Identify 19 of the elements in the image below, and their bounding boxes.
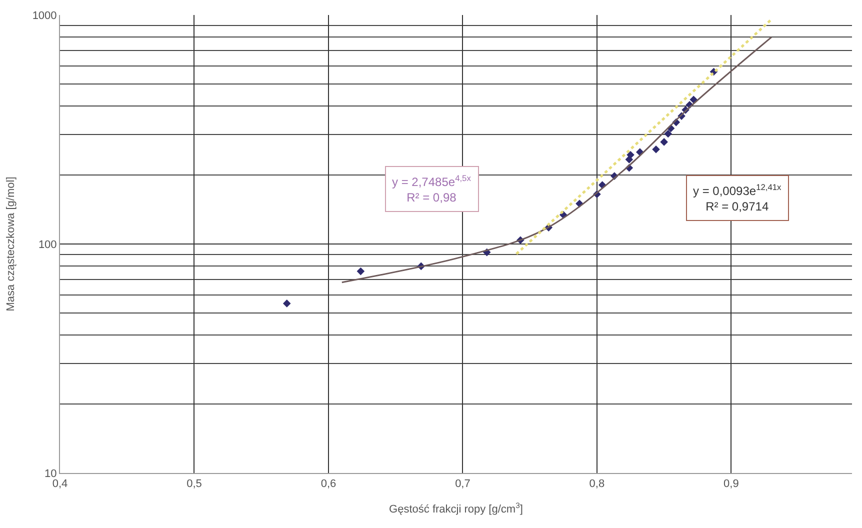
x-tick-label: 0,5 <box>186 478 202 490</box>
y-tick-label: 100 <box>38 238 57 251</box>
y-tick-label: 1000 <box>32 10 57 22</box>
annotation: y = 2,7485e$^{4,5x}$ R² = 0,98 <box>392 173 472 205</box>
point <box>356 267 365 276</box>
y-axis-title: Masa cząsteczkowa [g/mol] <box>4 176 17 312</box>
point <box>652 145 660 154</box>
x-tick-label: 0,7 <box>455 478 470 490</box>
annotation: y = 0,0093e$^{12,41x}$ R² = 0,9714 <box>693 182 782 214</box>
point <box>282 300 291 308</box>
point <box>626 150 634 159</box>
point <box>664 130 672 138</box>
y-tick-label: 10 <box>44 468 57 480</box>
x-tick-label: 0,9 <box>724 478 739 490</box>
x-tick-label: 0,6 <box>320 478 336 490</box>
x-tick-label: 0,4 <box>52 478 68 490</box>
x-tick-label: 0,8 <box>589 478 605 490</box>
point <box>660 138 668 146</box>
x-axis-title: Gęstość frakcji ropy [g/cm$^{3}$] <box>389 500 523 516</box>
